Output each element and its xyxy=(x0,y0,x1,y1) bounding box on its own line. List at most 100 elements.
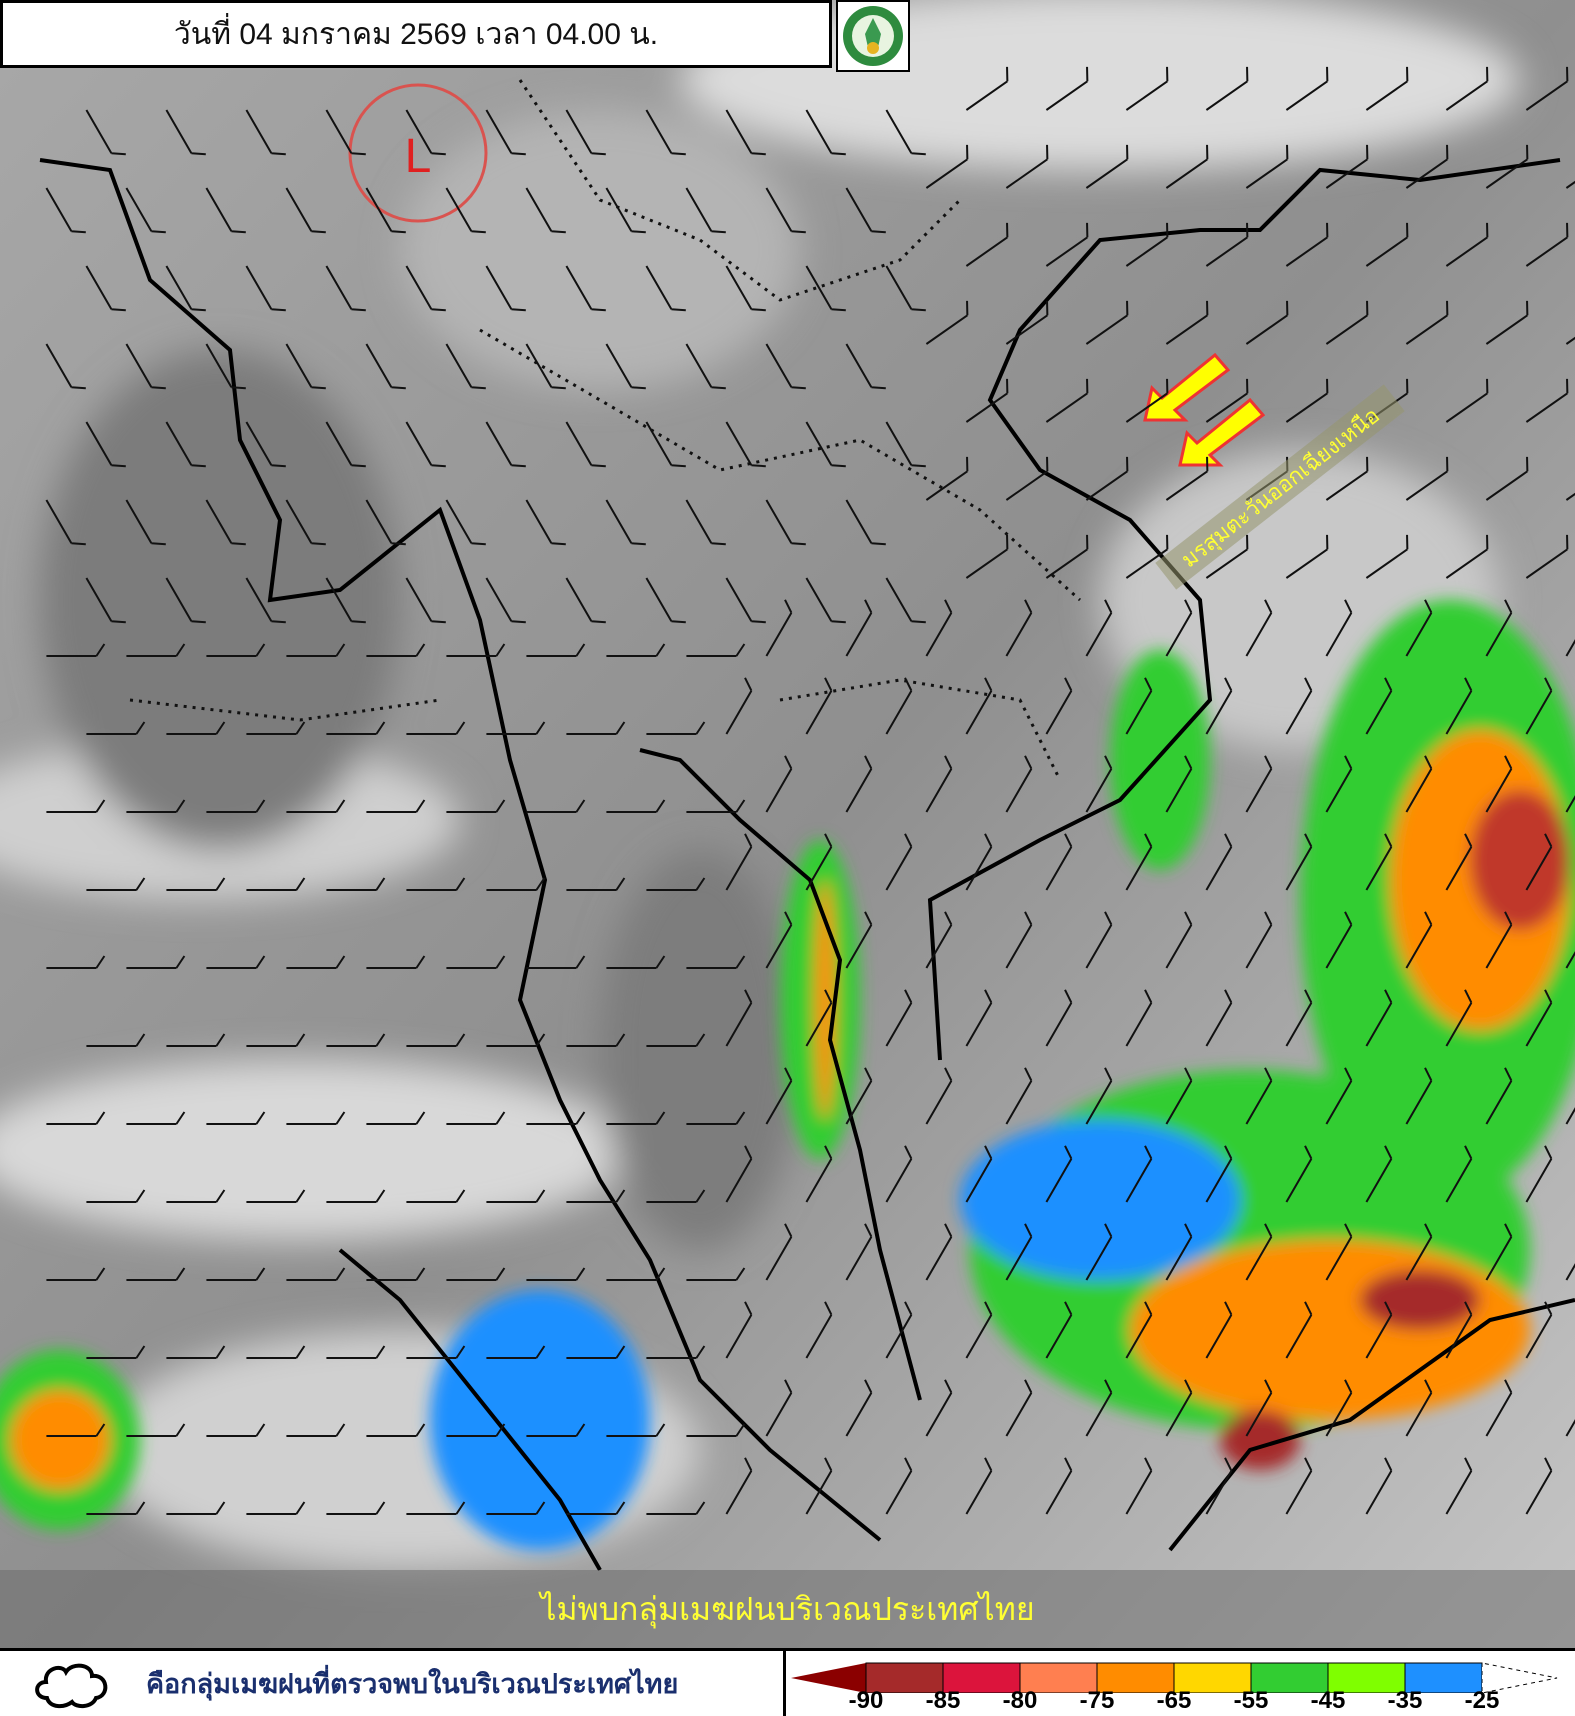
wind-barb xyxy=(686,955,746,969)
wind-barb xyxy=(365,343,406,390)
wind-barb xyxy=(1325,1223,1353,1281)
wind-barb xyxy=(1525,534,1569,579)
wind-barb xyxy=(526,1423,586,1437)
wind-barb xyxy=(1365,222,1409,267)
wind-barb xyxy=(885,1145,913,1203)
wind-barb xyxy=(1325,144,1369,189)
wind-barb xyxy=(805,577,846,624)
wind-barb xyxy=(1285,222,1329,267)
wind-barb xyxy=(925,1379,953,1437)
wind-barb xyxy=(1525,1145,1553,1203)
wind-barb xyxy=(1525,66,1569,111)
wind-barb xyxy=(965,989,993,1047)
wind-barb xyxy=(46,1267,106,1281)
wind-barb xyxy=(1565,911,1575,969)
wind-barb xyxy=(365,187,406,234)
wind-barb xyxy=(1405,456,1449,501)
wind-barb xyxy=(326,721,386,735)
wind-barb xyxy=(1085,1223,1113,1281)
wind-barb xyxy=(1325,300,1369,345)
low-pressure-marker: L xyxy=(348,83,488,223)
scale-tick-label: -45 xyxy=(1310,1687,1346,1714)
wind-barb xyxy=(686,799,746,813)
wind-barb xyxy=(1005,300,1049,345)
wind-barb xyxy=(245,421,286,468)
wind-barb xyxy=(1165,599,1193,657)
wind-barb xyxy=(166,1501,226,1515)
wind-barb xyxy=(686,643,746,657)
wind-barb xyxy=(765,755,793,813)
wind-barb xyxy=(925,456,969,501)
wind-barb xyxy=(1205,378,1249,423)
wind-barb xyxy=(1565,755,1575,813)
wind-barb xyxy=(166,877,226,891)
wind-barb xyxy=(765,1223,793,1281)
wind-barb xyxy=(1365,989,1393,1047)
monsoon-arrows xyxy=(1143,352,1266,467)
wind-barb xyxy=(1205,1457,1233,1515)
wind-barb xyxy=(765,1067,793,1125)
wind-barb xyxy=(1405,300,1449,345)
wind-barb xyxy=(885,833,913,891)
wind-barb xyxy=(405,265,446,312)
wind-barb xyxy=(1045,1301,1073,1359)
wind-barb xyxy=(1365,833,1393,891)
wind-barb xyxy=(1485,300,1529,345)
wind-barb xyxy=(486,1501,546,1515)
wind-barb xyxy=(845,343,886,390)
wind-barb xyxy=(326,877,386,891)
wind-barb xyxy=(1045,378,1089,423)
wind-barb xyxy=(646,1033,706,1047)
wind-barb xyxy=(1045,534,1089,579)
wind-barb xyxy=(1165,1067,1193,1125)
wind-barb xyxy=(1285,1145,1313,1203)
wind-barb xyxy=(645,109,686,156)
wind-barb xyxy=(1165,755,1193,813)
wind-barb xyxy=(406,1033,466,1047)
wind-barb xyxy=(606,1111,666,1125)
wind-barb xyxy=(246,1033,306,1047)
scale-tick-label: -75 xyxy=(1079,1687,1115,1714)
wind-barb xyxy=(206,643,266,657)
wind-barb xyxy=(286,643,346,657)
wind-barb xyxy=(1085,911,1113,969)
wind-barb xyxy=(126,799,186,813)
wind-barb xyxy=(85,577,126,624)
wind-barb xyxy=(1165,456,1209,501)
wind-barb xyxy=(206,1267,266,1281)
wind-barb xyxy=(765,343,806,390)
wind-barb xyxy=(805,1145,833,1203)
wind-barb xyxy=(1445,989,1473,1047)
wind-barb xyxy=(1285,66,1329,111)
wind-barb xyxy=(405,109,446,156)
wind-barb xyxy=(965,833,993,891)
wind-barb xyxy=(366,1267,426,1281)
wind-barb xyxy=(565,109,606,156)
scale-swatch xyxy=(865,1662,944,1693)
wind-barb xyxy=(965,1145,993,1203)
wind-barb xyxy=(645,421,686,468)
wind-barb xyxy=(526,1111,586,1125)
wind-barb xyxy=(46,799,106,813)
arrow-icon xyxy=(1178,397,1266,467)
wind-barb xyxy=(1285,1457,1313,1515)
wind-barb xyxy=(486,1033,546,1047)
wind-barb xyxy=(845,755,873,813)
scale-swatch xyxy=(942,1662,1021,1693)
wind-barb xyxy=(206,955,266,969)
scale-swatch xyxy=(1404,1662,1483,1693)
wind-barb xyxy=(245,577,286,624)
wind-barb xyxy=(765,599,793,657)
wind-barb xyxy=(486,877,546,891)
wind-barb xyxy=(605,187,646,234)
wind-barb xyxy=(606,955,666,969)
wind-barb xyxy=(485,577,526,624)
wind-barb xyxy=(245,265,286,312)
meteorological-department-logo-icon xyxy=(836,0,910,72)
wind-barb xyxy=(1365,677,1393,735)
wind-barb xyxy=(446,643,506,657)
wind-barb xyxy=(86,1033,146,1047)
scale-tick-label: -90 xyxy=(848,1687,884,1714)
wind-barb xyxy=(1085,1379,1113,1437)
